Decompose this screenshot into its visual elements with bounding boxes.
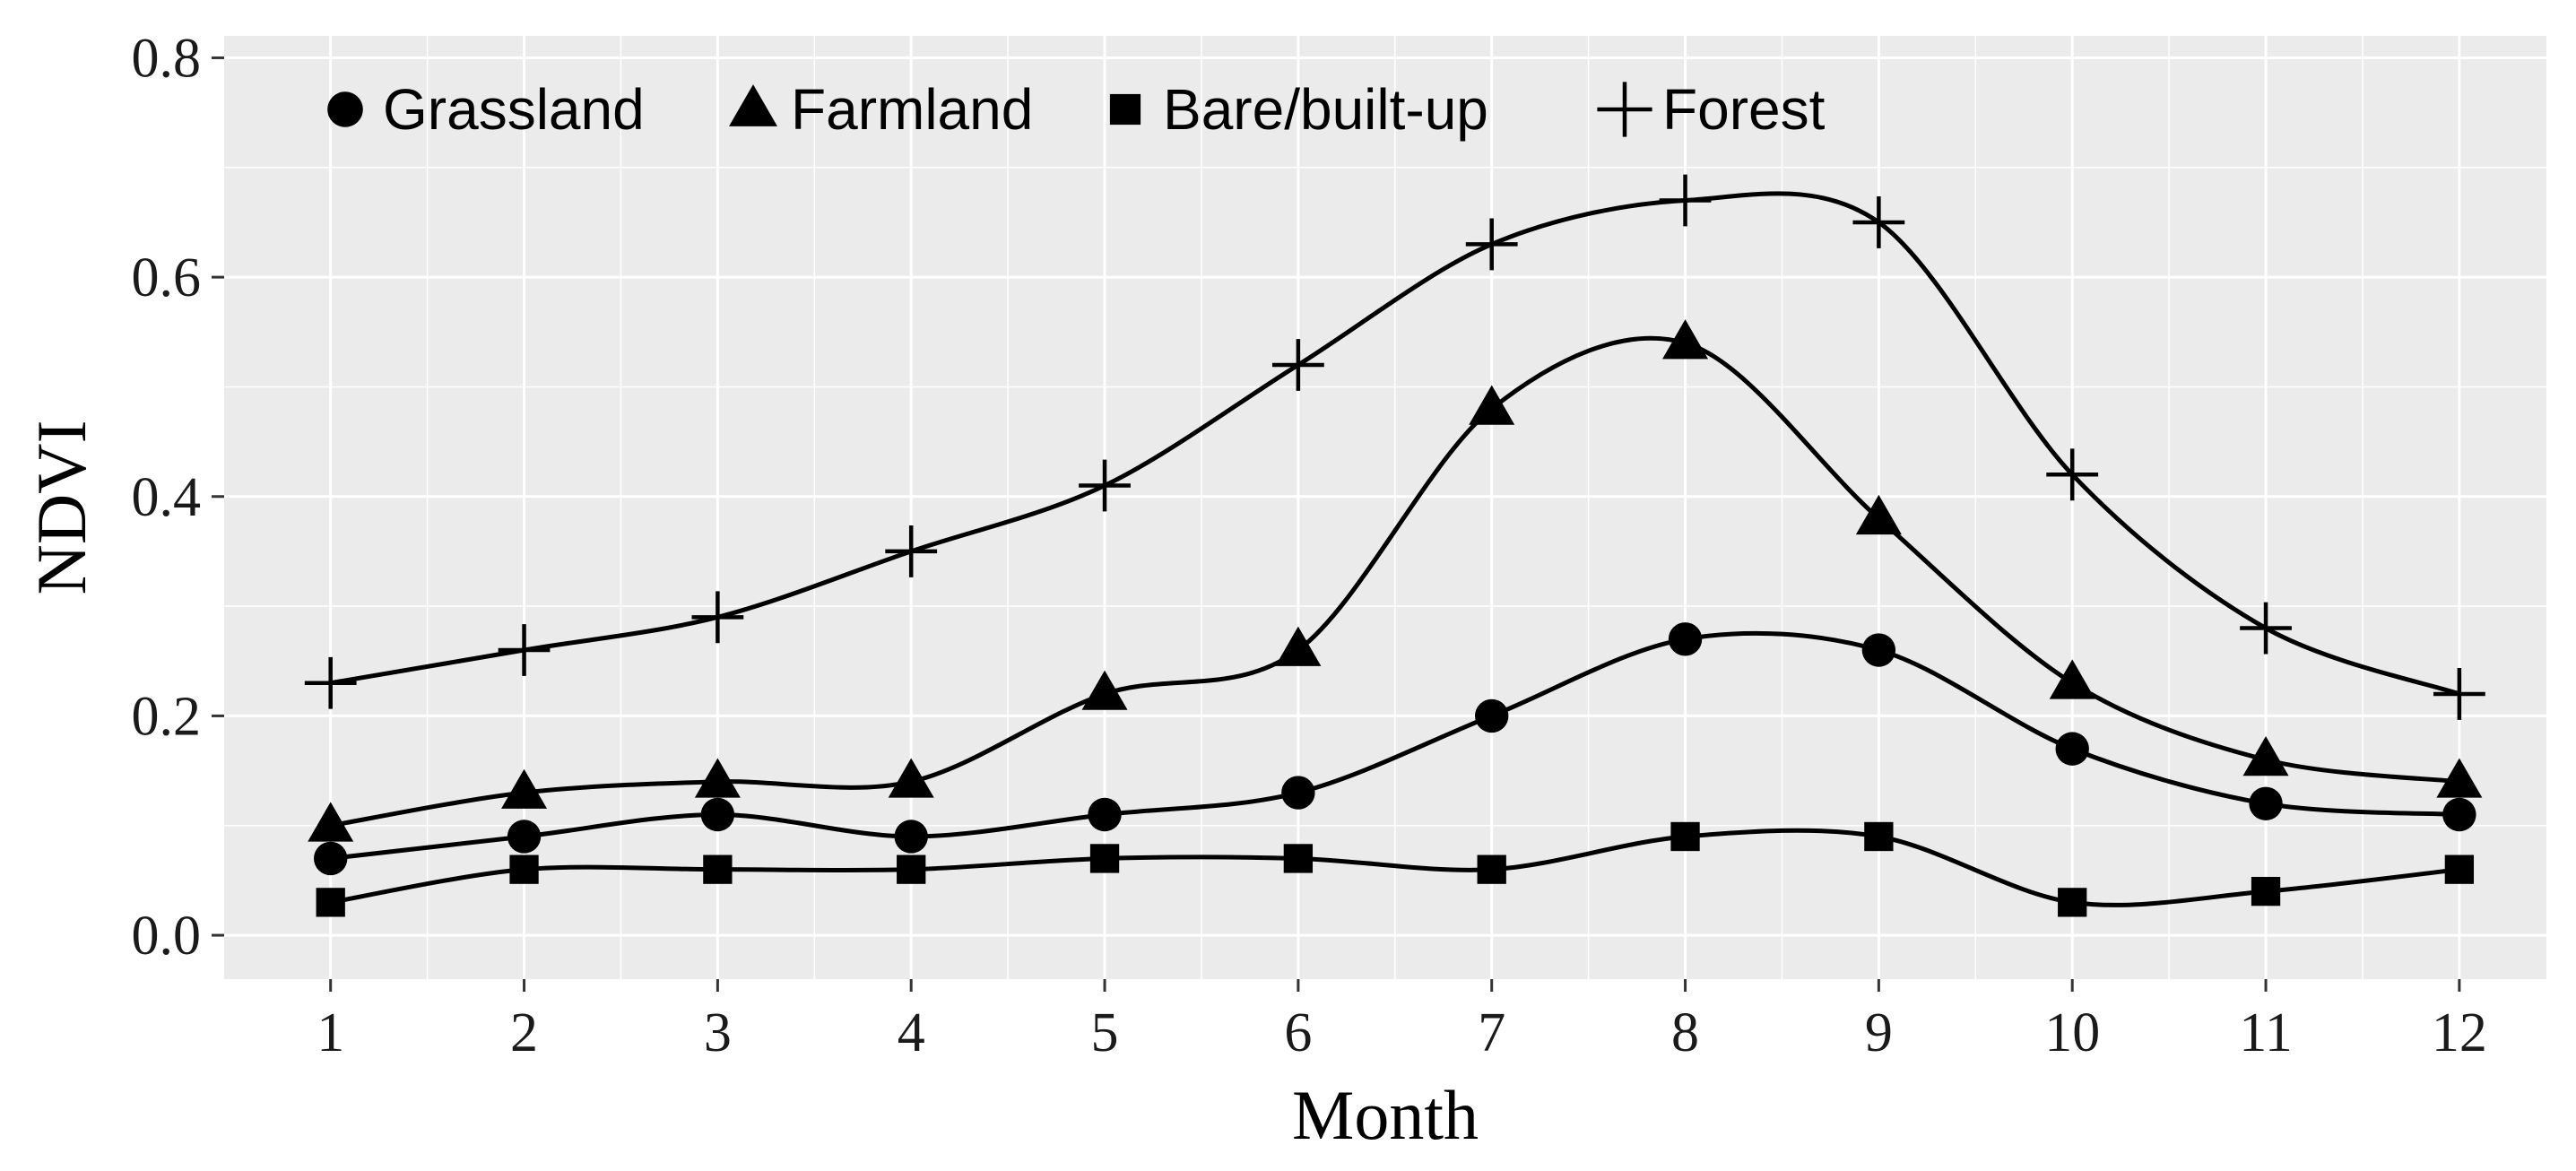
data-point-forest — [2433, 668, 2485, 720]
legend-key-grassland — [327, 91, 363, 127]
data-point-forest — [1079, 459, 1131, 512]
data-point-grassland — [314, 841, 348, 876]
data-point-bare-built-up — [1670, 821, 1700, 852]
x-tick-label: 7 — [1478, 1002, 1505, 1063]
x-tick-label: 12 — [2432, 1002, 2487, 1063]
legend: Grassland Farmland Bare/built-up Forest — [327, 77, 1826, 142]
data-point-farmland — [694, 758, 741, 798]
panel-background — [224, 36, 2546, 979]
y-tick-label: 0.0 — [132, 906, 202, 967]
y-tick-label: 0.8 — [132, 28, 202, 89]
legend-item-farmland: Farmland — [729, 77, 1033, 142]
data-point-bare-built-up — [2444, 854, 2475, 884]
legend-key-forest — [1597, 82, 1652, 137]
data-point-farmland — [1469, 385, 1515, 425]
data-point-farmland — [1275, 626, 1322, 666]
data-point-forest — [1465, 218, 1518, 271]
series-line-bare-built-up — [328, 828, 2462, 907]
x-axis-title: Month — [1292, 1076, 1479, 1154]
data-point-bare-built-up — [2058, 888, 2087, 917]
data-point-grassland — [2442, 797, 2476, 832]
legend-item-forest: Forest — [1597, 77, 1826, 142]
data-point-farmland — [501, 768, 548, 809]
data-point-grassland — [894, 820, 928, 854]
data-point-farmland — [2436, 758, 2483, 798]
data-point-forest — [1271, 339, 1324, 391]
data-point-forest — [2240, 602, 2292, 655]
legend-item-grassland: Grassland — [327, 77, 645, 142]
data-point-grassland — [1668, 622, 1703, 656]
data-point-bare-built-up — [703, 854, 733, 884]
x-tick-label: 9 — [1865, 1002, 1893, 1063]
data-point-forest — [304, 656, 357, 709]
series-bare-built-up — [316, 821, 2475, 917]
data-point-grassland — [1088, 797, 1122, 832]
data-point-forest — [691, 591, 744, 644]
data-point-grassland — [507, 820, 542, 854]
data-point-grassland — [1861, 633, 1896, 667]
data-point-forest — [498, 624, 551, 676]
x-tick-label: 5 — [1091, 1002, 1119, 1063]
axes: 1 2 3 4 5 6 7 8 9 10 11 120.00.20.40.60.8 — [132, 28, 2487, 1063]
data-point-bare-built-up — [1864, 821, 1894, 852]
data-point-forest — [1659, 174, 1712, 227]
series-group — [304, 174, 2485, 917]
data-point-grassland — [1281, 776, 1315, 810]
legend-label-grassland: Grassland — [383, 77, 645, 142]
data-point-grassland — [700, 797, 735, 832]
data-point-grassland — [2055, 732, 2089, 766]
legend-item-bare-built-up: Bare/built-up — [1109, 77, 1488, 142]
series-forest — [304, 174, 2485, 720]
legend-label-bare-built-up: Bare/built-up — [1163, 77, 1488, 142]
x-tick-label: 10 — [2044, 1002, 2100, 1063]
data-point-grassland — [2249, 786, 2283, 820]
x-tick-label: 4 — [898, 1002, 925, 1063]
x-tick-label: 6 — [1284, 1002, 1312, 1063]
data-point-farmland — [1662, 319, 1709, 360]
x-tick-label: 2 — [510, 1002, 538, 1063]
data-point-bare-built-up — [2251, 876, 2281, 906]
data-point-farmland — [2242, 735, 2289, 776]
data-point-forest — [885, 525, 938, 577]
data-point-bare-built-up — [1477, 854, 1506, 884]
series-grassland — [314, 622, 2476, 876]
y-tick-label: 0.4 — [132, 467, 202, 528]
x-tick-label: 11 — [2239, 1002, 2293, 1063]
y-tick-label: 0.6 — [132, 247, 202, 308]
legend-label-forest: Forest — [1662, 77, 1826, 142]
data-point-grassland — [1475, 698, 1509, 733]
data-point-bare-built-up — [1283, 844, 1314, 873]
data-point-farmland — [2049, 659, 2095, 699]
x-tick-label: 3 — [704, 1002, 732, 1063]
data-point-bare-built-up — [897, 854, 926, 884]
legend-label-farmland: Farmland — [791, 77, 1033, 142]
y-axis-title: NDVI — [22, 421, 100, 595]
data-point-bare-built-up — [1089, 844, 1120, 873]
data-point-bare-built-up — [316, 888, 345, 917]
legend-key-farmland — [729, 84, 777, 126]
data-point-bare-built-up — [509, 854, 539, 884]
data-point-farmland — [1081, 670, 1128, 710]
data-point-farmland — [888, 758, 934, 798]
data-point-forest — [2046, 448, 2099, 501]
legend-key-bare-built-up — [1109, 93, 1141, 126]
x-tick-label: 1 — [317, 1002, 344, 1063]
data-point-forest — [1852, 196, 1905, 248]
data-point-farmland — [1855, 494, 1902, 535]
x-tick-label: 8 — [1671, 1002, 1699, 1063]
series-farmland — [308, 319, 2483, 842]
y-tick-label: 0.2 — [132, 686, 202, 747]
data-point-farmland — [308, 802, 354, 842]
